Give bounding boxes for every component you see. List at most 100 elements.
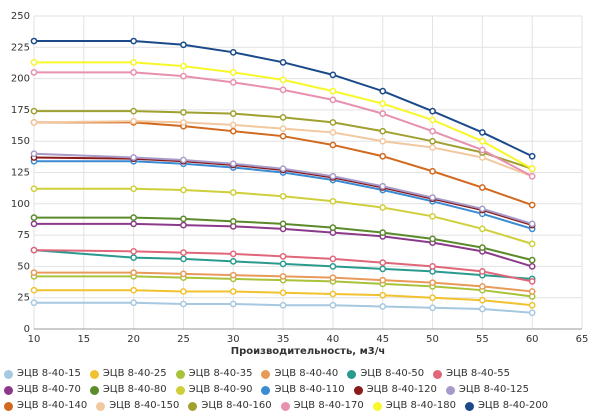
- point: [130, 68, 137, 76]
- legend-item[interactable]: ЭЦВ 8-40-170: [280, 398, 364, 414]
- point: [229, 121, 237, 129]
- legend-item[interactable]: ЭЦВ 8-40-125: [445, 382, 530, 398]
- legend-item[interactable]: ЭЦВ 8-40-25: [89, 366, 167, 382]
- legend-label: ЭЦВ 8-40-125: [458, 384, 530, 395]
- series-line: [34, 160, 533, 230]
- legend: ЭЦВ 8-40-15 ЭЦВ 8-40-25 ЭЦВ 8-40-35 ЭЦВ 8-4…: [0, 362, 600, 414]
- point: [528, 278, 536, 285]
- legend-label: ЭЦВ 8-40-140: [17, 400, 88, 411]
- point: [528, 301, 536, 309]
- legend-item[interactable]: ЭЦВ 8-40-90: [175, 382, 252, 398]
- point: [528, 240, 536, 248]
- point: [30, 299, 38, 307]
- legend-swatch: [89, 385, 99, 395]
- point: [279, 132, 287, 140]
- legend-label: ЭЦВ 8-40-110: [274, 384, 345, 395]
- x-tick-label: 20: [127, 334, 140, 345]
- legend-swatch: [4, 401, 13, 411]
- series-line: [33, 249, 533, 280]
- point: [130, 117, 137, 125]
- legend-item[interactable]: ЭЦВ 8-40-110: [261, 382, 345, 398]
- legend-label: ЭЦВ 8-40-40: [274, 368, 339, 379]
- point: [130, 37, 137, 45]
- point: [479, 305, 486, 313]
- point: [30, 286, 38, 294]
- point: [130, 299, 137, 307]
- legend-item[interactable]: ЭЦВ 8-40-15: [4, 366, 81, 382]
- legend-label: ЭЦВ 8-40-80: [102, 384, 167, 395]
- y-tick-label: 200: [11, 74, 30, 85]
- y-tick-label: 25: [17, 293, 30, 304]
- series-line: [34, 61, 533, 170]
- point: [30, 150, 38, 158]
- point: [30, 220, 38, 228]
- legend-swatch: [96, 401, 106, 411]
- point: [229, 300, 237, 308]
- point: [329, 224, 337, 231]
- legend-swatch: [353, 385, 363, 395]
- point: [429, 167, 436, 175]
- point: [528, 152, 536, 160]
- legend-item[interactable]: ЭЦВ 8-40-120: [353, 382, 437, 398]
- legend-item[interactable]: ЭЦВ 8-40-55: [433, 366, 510, 382]
- point: [429, 137, 436, 145]
- point: [528, 220, 536, 228]
- point: [429, 212, 436, 220]
- point: [329, 274, 337, 282]
- legend-item[interactable]: ЭЦВ 8-40-140: [4, 398, 87, 414]
- series-line: [33, 249, 533, 283]
- point: [429, 279, 436, 287]
- point: [30, 37, 38, 45]
- legend-item[interactable]: ЭЦВ 8-40-80: [89, 382, 167, 398]
- point: [130, 269, 137, 277]
- legend-label: ЭЦВ 8-40-120: [366, 384, 437, 395]
- legend-item[interactable]: ЭЦВ 8-40-50: [347, 366, 424, 382]
- point: [479, 184, 486, 191]
- point: [528, 172, 536, 180]
- series-line: [34, 110, 533, 170]
- legend-label: ЭЦВ 8-40-50: [360, 368, 425, 379]
- legend-swatch: [4, 369, 13, 379]
- chart: Производительность, м3/ч 0 25 50 75 100 125 15…: [11, 11, 588, 357]
- x-tick-label: 50: [426, 334, 439, 345]
- point: [329, 197, 337, 205]
- point: [379, 100, 387, 107]
- point: [329, 290, 337, 298]
- point: [279, 165, 287, 173]
- legend-swatch: [464, 401, 474, 411]
- point: [130, 286, 137, 294]
- point: [130, 154, 137, 161]
- series-line: [34, 121, 533, 206]
- point: [30, 269, 38, 277]
- legend-swatch: [188, 401, 198, 411]
- point: [229, 68, 237, 76]
- legend-swatch: [280, 401, 290, 411]
- point: [329, 172, 337, 180]
- legend-swatch: [261, 369, 271, 379]
- point: [229, 288, 237, 295]
- point: [279, 260, 287, 268]
- legend-item[interactable]: ЭЦВ 8-40-160: [188, 398, 272, 414]
- legend-swatch: [433, 369, 443, 379]
- legend-item[interactable]: ЭЦВ 8-40-35: [175, 366, 252, 382]
- point: [279, 253, 287, 260]
- point: [180, 186, 187, 194]
- legend-swatch: [89, 369, 99, 379]
- point: [479, 225, 486, 233]
- point: [329, 141, 337, 149]
- legend-item[interactable]: ЭЦВ 8-40-150: [96, 398, 179, 414]
- point: [528, 263, 536, 270]
- legend-swatch: [175, 369, 185, 379]
- legend-item[interactable]: ЭЦВ 8-40-40: [261, 366, 338, 382]
- point: [379, 110, 387, 118]
- y-tick-label: 250: [11, 11, 30, 22]
- legend-item[interactable]: ЭЦВ 8-40-200: [464, 398, 548, 414]
- legend-item[interactable]: ЭЦВ 8-40-70: [4, 382, 81, 398]
- point: [30, 58, 38, 66]
- legend-item[interactable]: ЭЦВ 8-40-180: [372, 398, 456, 414]
- point: [329, 301, 337, 309]
- y-tick-label: 100: [11, 199, 30, 210]
- point: [479, 283, 486, 290]
- series-line: [34, 301, 533, 314]
- point: [329, 129, 337, 136]
